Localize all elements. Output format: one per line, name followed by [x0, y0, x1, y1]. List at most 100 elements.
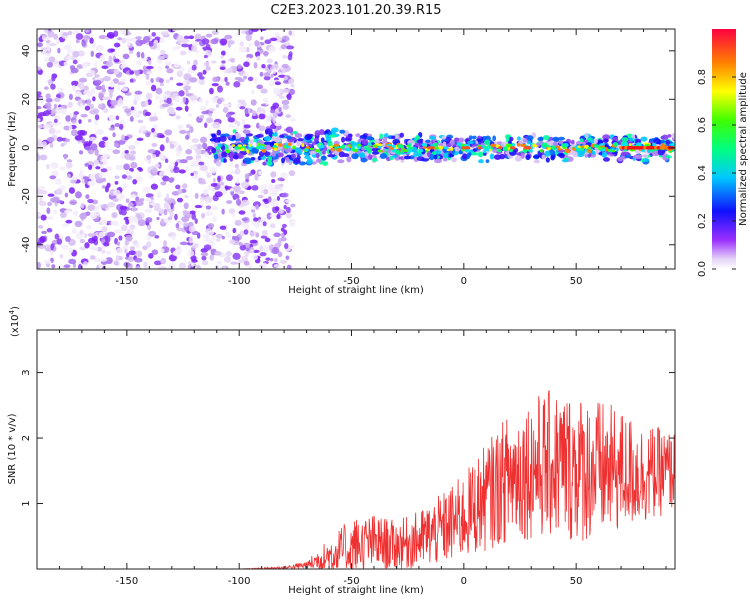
- spectrogram-signal-cell: [533, 159, 541, 164]
- spectrogram-core-cell: [356, 143, 362, 148]
- spectrogram-noise-cell: [176, 82, 184, 86]
- spectrogram-signal-cell: [273, 132, 278, 137]
- spectrogram-noise-cell: [118, 97, 123, 104]
- spectrogram-noise-cell: [184, 194, 189, 199]
- svg-text:(x104): (x104): [8, 306, 21, 337]
- colorbar-tick-label: 0.0: [697, 261, 708, 277]
- spectrogram-noise-cell: [37, 42, 43, 48]
- spectrogram-noise-cell: [240, 181, 249, 189]
- spectrogram-noise-cell: [189, 126, 194, 134]
- spectrogram-noise-cell: [185, 155, 194, 161]
- spectrogram-noise-cell: [78, 150, 84, 155]
- spectrogram-noise-cell: [264, 66, 269, 71]
- spectrogram-core-cell: [292, 145, 296, 150]
- spectrogram-noise-cell: [147, 60, 152, 65]
- spectrogram-noise-cell: [90, 87, 96, 95]
- spectrogram-core-cell: [366, 148, 372, 152]
- spectrogram-noise-cell: [71, 80, 79, 87]
- spectrogram-noise-cell: [209, 166, 218, 174]
- spectrogram-signal-cell: [579, 138, 584, 143]
- spectrogram-noise-cell: [46, 216, 54, 220]
- spectrogram-noise-cell: [151, 249, 159, 255]
- spectrogram-noise-cell: [212, 177, 216, 183]
- spectrogram-peak-cell: [477, 146, 483, 150]
- spectrogram-noise-cell: [71, 55, 75, 61]
- spectrogram-noise-cell: [252, 249, 260, 254]
- spectrogram-signal-cell: [657, 149, 665, 156]
- spectrogram-noise-cell: [126, 175, 133, 180]
- spectrogram-signal-cell: [232, 129, 237, 133]
- spectrogram-noise-cell: [273, 111, 278, 119]
- spectrogram-noise-cell: [206, 117, 214, 124]
- spectrogram-noise-cell: [202, 233, 210, 239]
- spectrogram-noise-cell: [44, 86, 49, 90]
- spectrogram-noise-cell: [37, 185, 46, 190]
- spectrogram-noise-cell: [190, 160, 198, 168]
- spectrogram-noise-cell: [225, 112, 232, 119]
- spectrogram-noise-cell: [177, 188, 183, 195]
- spectrogram-signal-cell: [366, 136, 374, 141]
- spectrogram-noise-cell: [129, 246, 135, 251]
- spectrogram-noise-cell: [261, 183, 268, 189]
- spectrogram-noise-cell: [285, 114, 292, 119]
- spectrogram-noise-cell: [64, 192, 69, 198]
- spectrogram-noise-cell: [134, 90, 143, 95]
- spectrogram-signal-cell: [593, 138, 599, 144]
- spectrogram-noise-cell: [38, 225, 44, 229]
- spectrogram-core-cell: [483, 149, 487, 154]
- spectrogram-noise-cell: [269, 223, 276, 229]
- spectrogram-noise-cell: [184, 105, 189, 112]
- spectrogram-noise-cell: [101, 65, 109, 70]
- spectrogram-signal-cell: [327, 140, 333, 147]
- spectrogram-noise-cell: [106, 31, 115, 39]
- spectrogram-core-cell: [225, 149, 231, 154]
- spectrogram-signal-cell: [264, 151, 271, 156]
- spectrogram-noise-cell: [194, 204, 203, 209]
- spectrogram-noise-cell: [56, 238, 63, 245]
- spectrogram-noise-cell: [89, 103, 94, 110]
- spectrogram-noise-cell: [183, 222, 189, 228]
- spectrogram-core-cell: [350, 146, 355, 152]
- spectrogram-noise-cell: [216, 85, 223, 93]
- spectrogram-noise-cell: [171, 191, 179, 196]
- spectrogram-noise-cell: [48, 42, 57, 47]
- spectrogram-noise-cell: [121, 86, 128, 92]
- spectrogram-noise-cell: [239, 41, 244, 47]
- spectrogram-noise-cell: [54, 129, 62, 134]
- spectrogram-noise-cell: [183, 73, 192, 81]
- spectrogram-noise-cell: [205, 33, 213, 38]
- spectrogram-noise-cell: [245, 222, 249, 229]
- spectrogram-noise-cell: [74, 220, 83, 228]
- spectrogram-noise-cell: [118, 123, 124, 130]
- spectrogram-signal-cell: [322, 161, 329, 166]
- spectrogram-signal-cell: [443, 157, 448, 162]
- spectrogram-noise-cell: [244, 250, 249, 258]
- colorbar: 0.0 0.2 0.4 0.6 0.8 Normalized spectral ampl…: [697, 29, 749, 277]
- spectrogram-noise-cell: [271, 68, 277, 74]
- spectrogram-noise-cell: [148, 230, 157, 237]
- spectrogram-noise-cell: [106, 231, 116, 238]
- spectrogram-core-cell: [584, 144, 589, 149]
- spectrogram-noise-cell: [77, 129, 86, 136]
- spectrogram-signal-cell: [372, 157, 378, 163]
- spectrogram-noise-cell: [49, 142, 54, 149]
- spectrogram-noise-cell: [212, 216, 217, 222]
- spectrogram-noise-cell: [79, 246, 87, 251]
- spectrogram-signal-cell: [665, 139, 671, 145]
- spectrogram-noise-cell: [258, 125, 266, 132]
- spectrogram-noise-cell: [203, 152, 210, 158]
- spectrogram-noise-cell: [205, 205, 212, 210]
- spectrogram-noise-cell: [145, 111, 151, 117]
- spectrogram-noise-cell: [166, 68, 174, 74]
- spectrogram-noise-cell: [69, 199, 78, 206]
- spectrogram-noise-cell: [243, 229, 249, 235]
- spectrogram-signal-cell: [466, 140, 474, 145]
- spectrogram-noise-cell: [121, 37, 127, 44]
- spectrogram-noise-cell: [198, 78, 205, 85]
- spectrogram-noise-cell: [278, 107, 282, 112]
- spectrogram-noise-cell: [101, 249, 106, 254]
- spectrogram-signal-cell: [558, 140, 564, 145]
- spectrogram-noise-cell: [40, 214, 47, 221]
- spectrogram-signal-cell: [213, 153, 219, 160]
- spectrogram-noise-cell: [224, 34, 233, 40]
